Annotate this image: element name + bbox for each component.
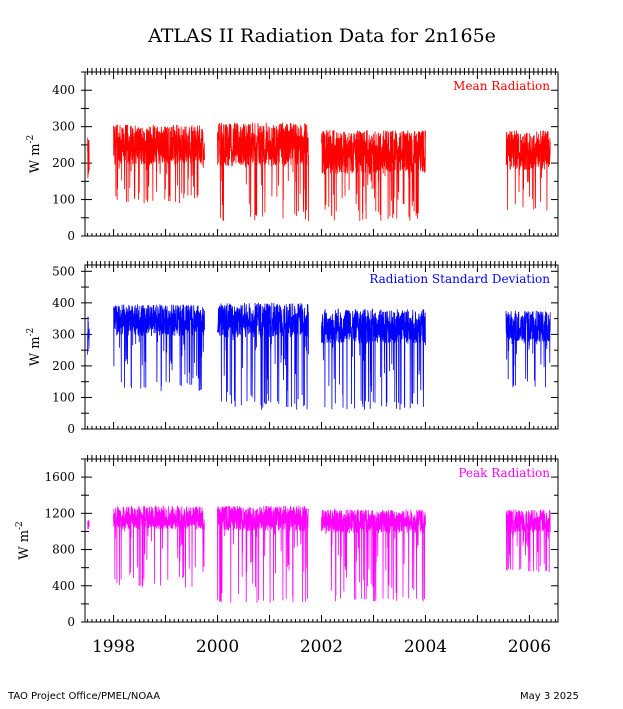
y-axis-label: W m-2 — [26, 135, 43, 174]
y-axis-label-sup: -2 — [26, 328, 36, 337]
y-tick-label: 200 — [52, 156, 75, 170]
y-tick-label: 500 — [52, 264, 75, 278]
panel-peak: 0 400 800 1200 1600 W m-2 Peak Radiation 1998 20… — [15, 455, 559, 657]
panel-frame — [84, 264, 559, 430]
footer-credit: TAO Project Office/PMEL/NOAA — [8, 691, 161, 702]
y-axis-label: W m-2 — [15, 521, 32, 560]
series-mean-segment-1 — [113, 124, 205, 204]
y-tick-label: 300 — [52, 120, 75, 134]
panel-std: 0 100 200 300 400 500 W m-2 Radiation Standard … — [26, 261, 559, 436]
x-tick-label: 1998 — [92, 637, 135, 657]
y-axis-label-sup: -2 — [26, 135, 36, 144]
series-mean-segment-2 — [217, 122, 309, 222]
series-std-segment-4 — [505, 310, 551, 388]
series-peak-segment-1 — [113, 505, 205, 588]
y-tick-label: 0 — [67, 615, 75, 629]
legend-mean: Mean Radiation — [453, 79, 550, 93]
panel-mean: 0 100 200 300 400 W m-2 Mean Radiation — [26, 68, 559, 243]
x-tick-label: 2006 — [508, 637, 551, 657]
y-tick-label: 400 — [52, 579, 75, 593]
y-axis-label: W m-2 — [26, 328, 43, 367]
y-tick-label: 1600 — [44, 470, 75, 484]
legend-std: Radiation Standard Deviation — [369, 272, 550, 286]
series-mean-segment-4 — [505, 130, 551, 211]
y-tick-label: 800 — [52, 543, 75, 557]
y-tick-label: 400 — [52, 83, 75, 97]
y-tick-label: 100 — [52, 390, 75, 404]
y-tick-label: 400 — [52, 296, 75, 310]
series-mean-segment-3 — [321, 129, 426, 221]
series-std-segment-2 — [217, 302, 309, 410]
y-tick-label: 0 — [67, 422, 75, 436]
y-tick-label: 100 — [52, 193, 75, 207]
y-tick-label: 1200 — [44, 506, 75, 520]
panel-frame — [84, 458, 559, 623]
series-peak-segment-2 — [217, 505, 309, 603]
y-tick-label: 300 — [52, 327, 75, 341]
series-peak-segment-4 — [505, 509, 551, 573]
series-peak-segment-3 — [321, 508, 426, 602]
y-axis-label-sup: -2 — [15, 521, 25, 530]
series-mean-segment-0 — [87, 137, 90, 179]
x-tick-label: 2004 — [404, 637, 447, 657]
chart-title: ATLAS II Radiation Data for 2n165e — [147, 25, 496, 47]
series-peak-segment-0 — [87, 520, 90, 530]
series-std-segment-1 — [113, 304, 205, 392]
legend-peak: Peak Radiation — [458, 466, 550, 480]
series-std-segment-0 — [87, 316, 90, 355]
x-tick-label: 2002 — [300, 637, 343, 657]
footer-date: May 3 2025 — [520, 691, 579, 702]
y-tick-label: 0 — [67, 229, 75, 243]
series-std-segment-3 — [321, 308, 426, 410]
y-tick-label: 200 — [52, 359, 75, 373]
x-tick-label: 2000 — [196, 637, 239, 657]
